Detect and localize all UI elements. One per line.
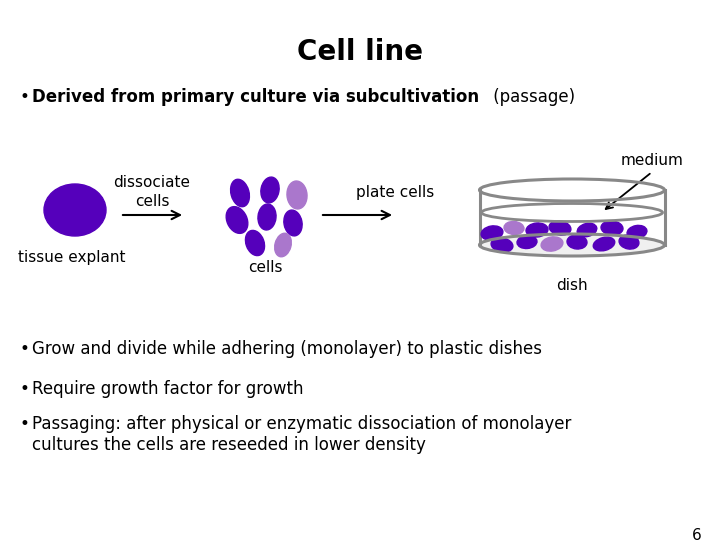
Ellipse shape (274, 233, 292, 257)
Ellipse shape (526, 223, 548, 237)
Text: •: • (20, 380, 30, 398)
Text: •: • (20, 415, 30, 433)
Ellipse shape (284, 210, 302, 236)
Ellipse shape (504, 221, 524, 234)
Ellipse shape (230, 179, 249, 207)
Text: Require growth factor for growth: Require growth factor for growth (32, 380, 304, 398)
Text: Cell line: Cell line (297, 38, 423, 66)
Text: medium: medium (621, 153, 683, 168)
Text: plate cells: plate cells (356, 185, 434, 200)
Ellipse shape (44, 184, 106, 236)
Ellipse shape (601, 221, 623, 235)
Ellipse shape (567, 235, 587, 249)
Text: Grow and divide while adhering (monolayer) to plastic dishes: Grow and divide while adhering (monolaye… (32, 340, 542, 358)
Ellipse shape (246, 231, 264, 255)
Text: cells: cells (248, 260, 282, 275)
Text: Derived from primary culture via subcultivation: Derived from primary culture via subcult… (32, 88, 479, 106)
Text: dissociate
cells: dissociate cells (114, 175, 191, 208)
Ellipse shape (517, 235, 537, 248)
Ellipse shape (619, 235, 639, 249)
Ellipse shape (541, 237, 563, 251)
Ellipse shape (491, 238, 513, 252)
Text: •: • (20, 340, 30, 358)
Ellipse shape (549, 221, 571, 235)
Ellipse shape (627, 225, 647, 239)
Ellipse shape (480, 235, 664, 255)
Ellipse shape (287, 181, 307, 209)
Ellipse shape (577, 223, 597, 237)
Ellipse shape (481, 226, 503, 240)
Ellipse shape (261, 177, 279, 203)
Ellipse shape (226, 207, 248, 233)
Text: 6: 6 (692, 528, 702, 540)
Ellipse shape (593, 237, 615, 251)
Text: tissue explant: tissue explant (18, 250, 126, 265)
Ellipse shape (258, 204, 276, 230)
Text: •: • (20, 88, 30, 106)
Text: Passaging: after physical or enzymatic dissociation of monolayer
cultures the ce: Passaging: after physical or enzymatic d… (32, 415, 572, 454)
Text: (passage): (passage) (488, 88, 575, 106)
Text: dish: dish (556, 278, 588, 293)
